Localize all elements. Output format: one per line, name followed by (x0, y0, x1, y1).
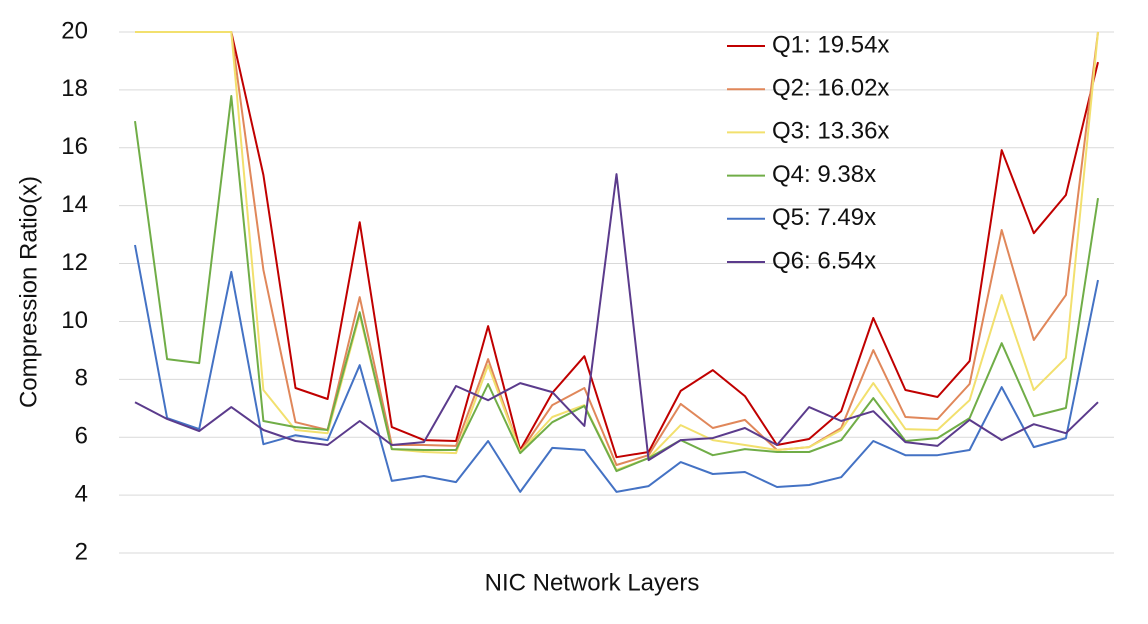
y-axis-title: Compression Ratio(x) (15, 176, 42, 408)
y-tick-label: 16 (61, 133, 88, 160)
y-tick-label: 20 (61, 17, 88, 44)
series-line (135, 31, 1099, 471)
series-line (134, 95, 1099, 473)
legend-label: Q4: 9.38x (772, 161, 876, 188)
x-axis-title: NIC Network Layers (485, 569, 700, 596)
y-tick-label: 2 (75, 538, 88, 565)
series-line (135, 31, 1099, 466)
series-line (134, 173, 1099, 462)
y-tick-label: 12 (61, 249, 88, 276)
legend-label: Q6: 6.54x (772, 247, 876, 274)
y-tick-label: 10 (61, 307, 88, 334)
legend-label: Q2: 16.02x (772, 75, 889, 102)
legend-label: Q1: 19.54x (772, 31, 889, 58)
y-tick-label: 14 (61, 191, 88, 218)
legend-label: Q5: 7.49x (772, 204, 876, 231)
y-tick-label: 8 (75, 365, 88, 392)
legend-label: Q3: 13.36x (772, 118, 889, 145)
series-line (134, 244, 1099, 493)
series-line (135, 31, 1099, 459)
y-tick-label: 18 (61, 75, 88, 102)
y-tick-label: 6 (75, 423, 88, 450)
y-tick-label: 4 (75, 480, 88, 507)
